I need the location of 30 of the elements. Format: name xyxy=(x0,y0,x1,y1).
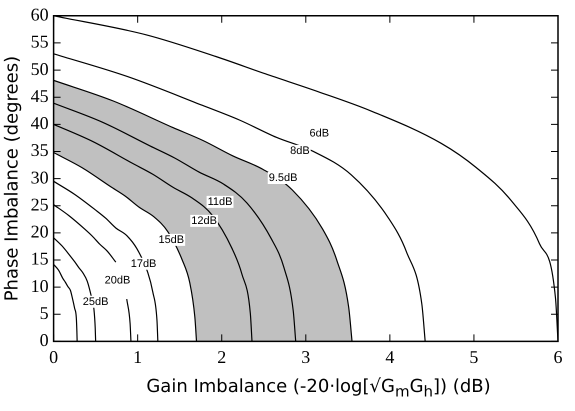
y-tick-label: 55 xyxy=(30,32,49,52)
annotation: 11dB xyxy=(208,196,232,208)
x-tick-label: 6 xyxy=(554,346,562,367)
annotation: 17dB xyxy=(130,258,156,270)
annotation: 15dB xyxy=(158,234,184,246)
annotation: 25dB xyxy=(82,296,108,308)
y-tick-label: 35 xyxy=(30,140,49,160)
annotation: 6dB xyxy=(309,128,330,140)
x-tick-label: 4 xyxy=(385,346,394,367)
x-axis-title: Gain Imbalance (-20·log[√G$_{m}$G$_{h}$]) (dB) xyxy=(145,376,492,401)
y-tick-label: 40 xyxy=(30,113,49,134)
y-tick-label: 5 xyxy=(40,303,49,323)
y-tick-label: 20 xyxy=(30,222,49,242)
annotation: 8dB xyxy=(290,144,310,157)
y-tick-label: 15 xyxy=(30,248,49,269)
x-tick-label: 3 xyxy=(301,346,310,367)
x-tick-label: 5 xyxy=(469,346,478,367)
y-axis-title: Phase Imbalance (degrees) xyxy=(1,56,22,302)
y-tick-label: 45 xyxy=(30,86,49,106)
annotation: 20dB xyxy=(104,274,130,287)
y-tick-label: 0 xyxy=(40,330,49,350)
annotation: 9.5dB xyxy=(268,172,298,184)
y-tick-label: 50 xyxy=(30,58,49,79)
annotation: 12dB xyxy=(191,214,217,227)
y-tick-label: 10 xyxy=(30,276,49,296)
y-tick-label: 25 xyxy=(30,194,49,214)
y-tick-label: 60 xyxy=(30,4,49,25)
x-tick-label: 2 xyxy=(217,346,226,367)
x-tick-label: 1 xyxy=(133,346,142,367)
y-tick-label: 30 xyxy=(30,167,49,188)
